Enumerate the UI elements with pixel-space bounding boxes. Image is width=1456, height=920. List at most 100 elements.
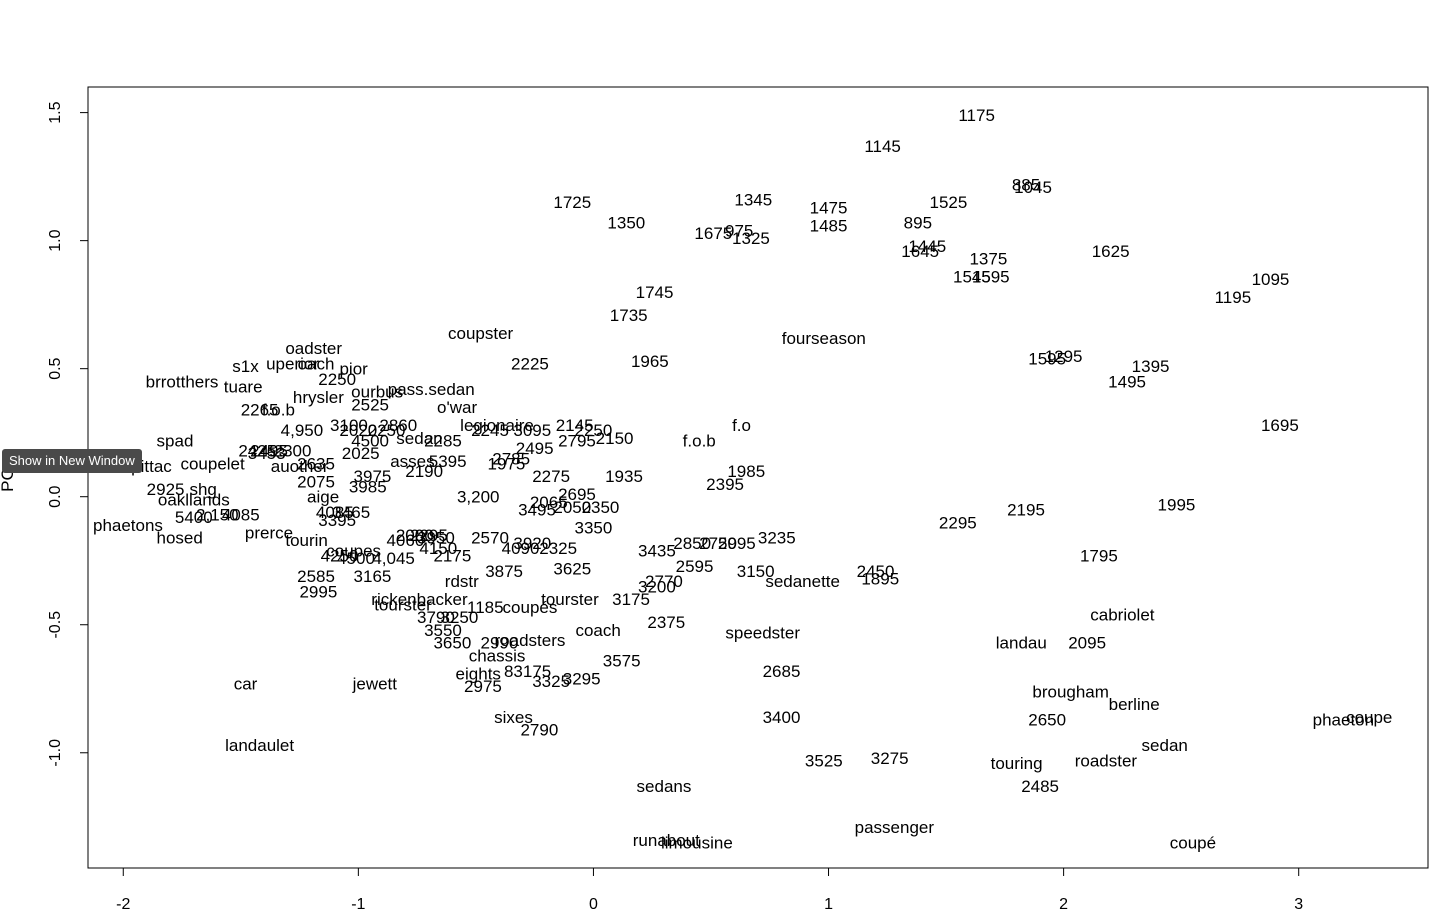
point-label: pior <box>339 360 368 379</box>
point-label: 3435 <box>638 541 676 560</box>
y-axis: -1.0 -0.5 0.0 0.5 1.0 1.5 <box>47 101 89 767</box>
point-label: 1485 <box>810 216 848 235</box>
point-label: 2265 <box>241 401 279 420</box>
point-label: sedan <box>396 429 442 448</box>
point-label: 2635 <box>297 454 335 473</box>
point-label: 2025 <box>342 444 380 463</box>
point-label: 1475 <box>810 198 848 217</box>
point-label: auother <box>271 457 329 476</box>
point-label: s1x <box>232 357 259 376</box>
point-label: 1935 <box>605 467 643 486</box>
point-label: 2050 <box>553 498 591 517</box>
point-label: uperior <box>266 355 319 374</box>
point-label: 2175 <box>433 547 471 566</box>
x-tick-label: 2 <box>1059 896 1068 913</box>
point-label: 2275 <box>532 467 570 486</box>
point-label: 2195 <box>1007 501 1045 520</box>
point-label: 2065 <box>530 493 568 512</box>
point-label: ourbus <box>351 383 403 402</box>
point-label: 2145 <box>556 416 594 435</box>
point-label: 3200 <box>638 577 676 596</box>
point-label: coupé <box>1170 833 1216 852</box>
point-label: asses <box>390 452 434 471</box>
point-label: 1735 <box>610 306 648 325</box>
point-label: 1795 <box>1080 547 1118 566</box>
point-label: 1545 <box>953 267 991 286</box>
point-label: passenger <box>855 818 935 837</box>
point-label: 2000 <box>396 526 434 545</box>
point-label: 3095 <box>513 421 551 440</box>
point-label: aige <box>307 488 339 507</box>
point-label: oadster <box>285 339 342 358</box>
x-tick-label: 1 <box>824 896 833 913</box>
point-label: 5395 <box>429 452 467 471</box>
point-label: 2925 <box>147 480 185 499</box>
point-label: 1625 <box>1092 242 1130 261</box>
point-label: 3650 <box>433 634 471 653</box>
point-label: 2860 <box>379 416 417 435</box>
point-label: 3165 <box>354 567 392 586</box>
point-label: 3395 <box>318 511 356 530</box>
point-label: 2495 <box>250 442 288 461</box>
point-label: 2190 <box>405 462 443 481</box>
point-label: 3975 <box>354 467 392 486</box>
point-label: landaulet <box>225 736 294 755</box>
point-label: 2585 <box>297 567 335 586</box>
point-label: 3790 <box>417 608 455 627</box>
x-tick-label: 0 <box>589 896 598 913</box>
y-tick-label: 1.0 <box>47 229 64 251</box>
point-label: 1445 <box>908 237 946 256</box>
point-label: 3235 <box>758 529 796 548</box>
point-label: runabout <box>633 831 700 850</box>
point-label: 4085 <box>222 506 260 525</box>
point-label: 2525 <box>351 396 389 415</box>
point-label: 1495 <box>1108 372 1146 391</box>
point-label: 1095 <box>1252 270 1290 289</box>
point-label: 1725 <box>553 193 591 212</box>
point-label: 3295 <box>563 670 601 689</box>
point-label: 2750 <box>699 534 737 553</box>
point-label: 1985 <box>727 462 765 481</box>
point-label: 3400 <box>763 708 801 727</box>
point-label: 2770 <box>645 572 683 591</box>
point-label: 1895 <box>861 570 899 589</box>
point-label: limousine <box>661 833 733 852</box>
point-label: 4060 <box>386 531 424 550</box>
point-label: 4,950 <box>281 421 324 440</box>
point-label: hrysler <box>293 388 344 407</box>
point-label: 3465 <box>332 503 370 522</box>
y-tick-label: 0.5 <box>47 357 64 379</box>
point-label: 1195 <box>1215 288 1252 307</box>
point-label: coupes <box>326 541 381 560</box>
point-label: 1350 <box>607 214 645 233</box>
point-label: tourin <box>285 531 328 550</box>
point-label: 1645 <box>901 242 939 261</box>
point-label: oach <box>298 355 335 374</box>
point-label: 1695 <box>1261 416 1299 435</box>
x-tick-label: -2 <box>116 896 130 913</box>
point-label: 2425 <box>238 442 276 461</box>
x-axis: -2 -1 0 1 2 3 <box>116 867 1303 913</box>
point-label: speedster <box>725 623 800 642</box>
point-label: 3150 <box>737 562 775 581</box>
point-label: 4,045 <box>372 549 415 568</box>
point-label: 5400 <box>175 508 213 527</box>
point-label: 2300 <box>274 442 312 461</box>
point-label: 4250 <box>321 547 359 566</box>
show-in-new-window-tooltip[interactable]: Show in New Window <box>2 449 142 473</box>
point-label: phaetons <box>93 516 163 535</box>
point-label: 2285 <box>424 431 462 450</box>
point-label: oakllands <box>158 490 230 509</box>
point-label: 3100 <box>330 416 368 435</box>
point-label: 3275 <box>871 749 909 768</box>
point-label: legionaire <box>460 416 534 435</box>
point-label: 2595 <box>676 557 714 576</box>
point-label: f.o.b <box>683 431 716 450</box>
point-label: 2075 <box>297 472 335 491</box>
point-label: 2975 <box>464 677 502 696</box>
x-tick-label: 3 <box>1294 896 1303 913</box>
point-label: 2995 <box>299 582 337 601</box>
point-label: 2250 <box>318 370 356 389</box>
point-label: sedanette <box>765 572 840 591</box>
point-label: 3495 <box>518 501 556 520</box>
